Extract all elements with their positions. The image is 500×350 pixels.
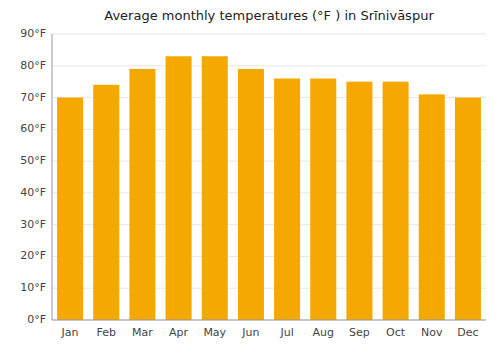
bar xyxy=(455,98,481,320)
x-tick-label: Jul xyxy=(279,326,293,339)
x-tick-label: Apr xyxy=(169,326,189,339)
x-axis-line xyxy=(52,320,486,321)
grid-line xyxy=(52,320,486,321)
x-tick-label: Nov xyxy=(421,326,443,339)
y-axis-line xyxy=(52,34,53,320)
y-tick-label: 50°F xyxy=(20,154,46,167)
y-tick-labels: 0°F 10°F 20°F 30°F 40°F 50°F 60°F 70°F 80°F 90°F xyxy=(20,27,46,326)
x-tick-label: Mar xyxy=(132,326,153,339)
y-grid xyxy=(52,34,486,320)
x-tick-labels: Jan Feb Mar Apr May Jun Jul Aug Sep Oct Nov Dec xyxy=(61,326,479,339)
bar xyxy=(346,82,372,320)
bar xyxy=(57,98,83,320)
x-tick-label: Dec xyxy=(457,326,478,339)
title: Average monthly temperatures (°F ) in Sr… xyxy=(104,8,434,23)
x-tick-label: Jan xyxy=(61,326,79,339)
bar xyxy=(93,85,119,320)
y-tick-label: 40°F xyxy=(20,186,46,199)
chart-container: 0°F 10°F 20°F 30°F 40°F 50°F 60°F 70°F 80°F 90°F J… xyxy=(0,0,500,350)
bar xyxy=(129,69,155,320)
bar xyxy=(274,78,300,320)
y-tick-label: 60°F xyxy=(20,122,46,135)
x-tick-label: May xyxy=(203,326,226,339)
bar xyxy=(166,56,192,320)
y-tick-label: 10°F xyxy=(20,281,46,294)
bars xyxy=(57,56,481,320)
grid-line xyxy=(52,65,486,66)
grid-line xyxy=(52,34,486,35)
y-tick-label: 30°F xyxy=(20,218,46,231)
x-tick-label: Aug xyxy=(313,326,334,339)
bar xyxy=(238,69,264,320)
bar xyxy=(202,56,228,320)
x-tick-label: Oct xyxy=(386,326,406,339)
bar xyxy=(310,78,336,320)
y-tick-label: 20°F xyxy=(20,249,46,262)
x-tick-label: Jun xyxy=(241,326,259,339)
bar xyxy=(383,82,409,320)
y-tick-label: 90°F xyxy=(20,27,46,40)
page: {"chart_data": {"type": "bar", "title": … xyxy=(0,0,500,350)
y-tick-label: 0°F xyxy=(27,313,46,326)
chart: 0°F 10°F 20°F 30°F 40°F 50°F 60°F 70°F 80°F 90°F J… xyxy=(0,0,500,350)
bar xyxy=(419,94,445,320)
x-tick-label: Feb xyxy=(97,326,116,339)
y-tick-label: 80°F xyxy=(20,59,46,72)
x-tick-label: Sep xyxy=(349,326,370,339)
y-tick-label: 70°F xyxy=(20,91,46,104)
